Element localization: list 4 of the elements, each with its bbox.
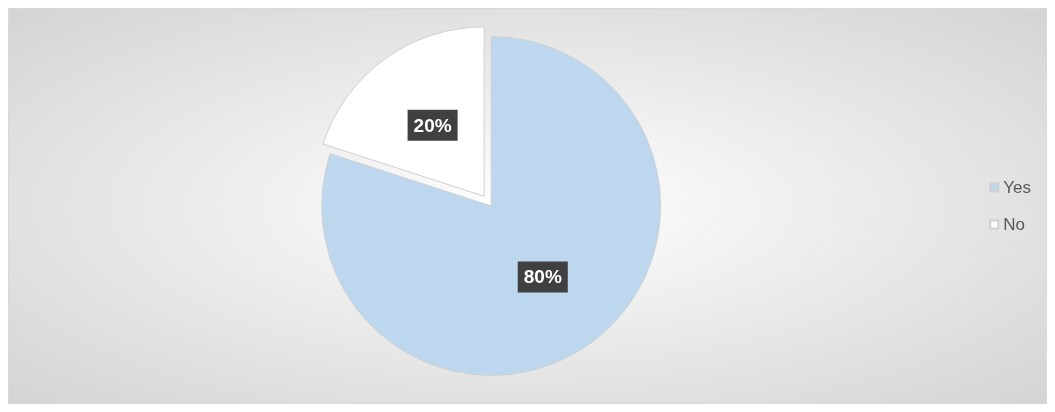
legend-label: Yes [1003, 178, 1031, 197]
data-label: 80% [523, 266, 562, 288]
legend-label: No [1003, 215, 1025, 234]
data-label: 20% [413, 114, 452, 136]
